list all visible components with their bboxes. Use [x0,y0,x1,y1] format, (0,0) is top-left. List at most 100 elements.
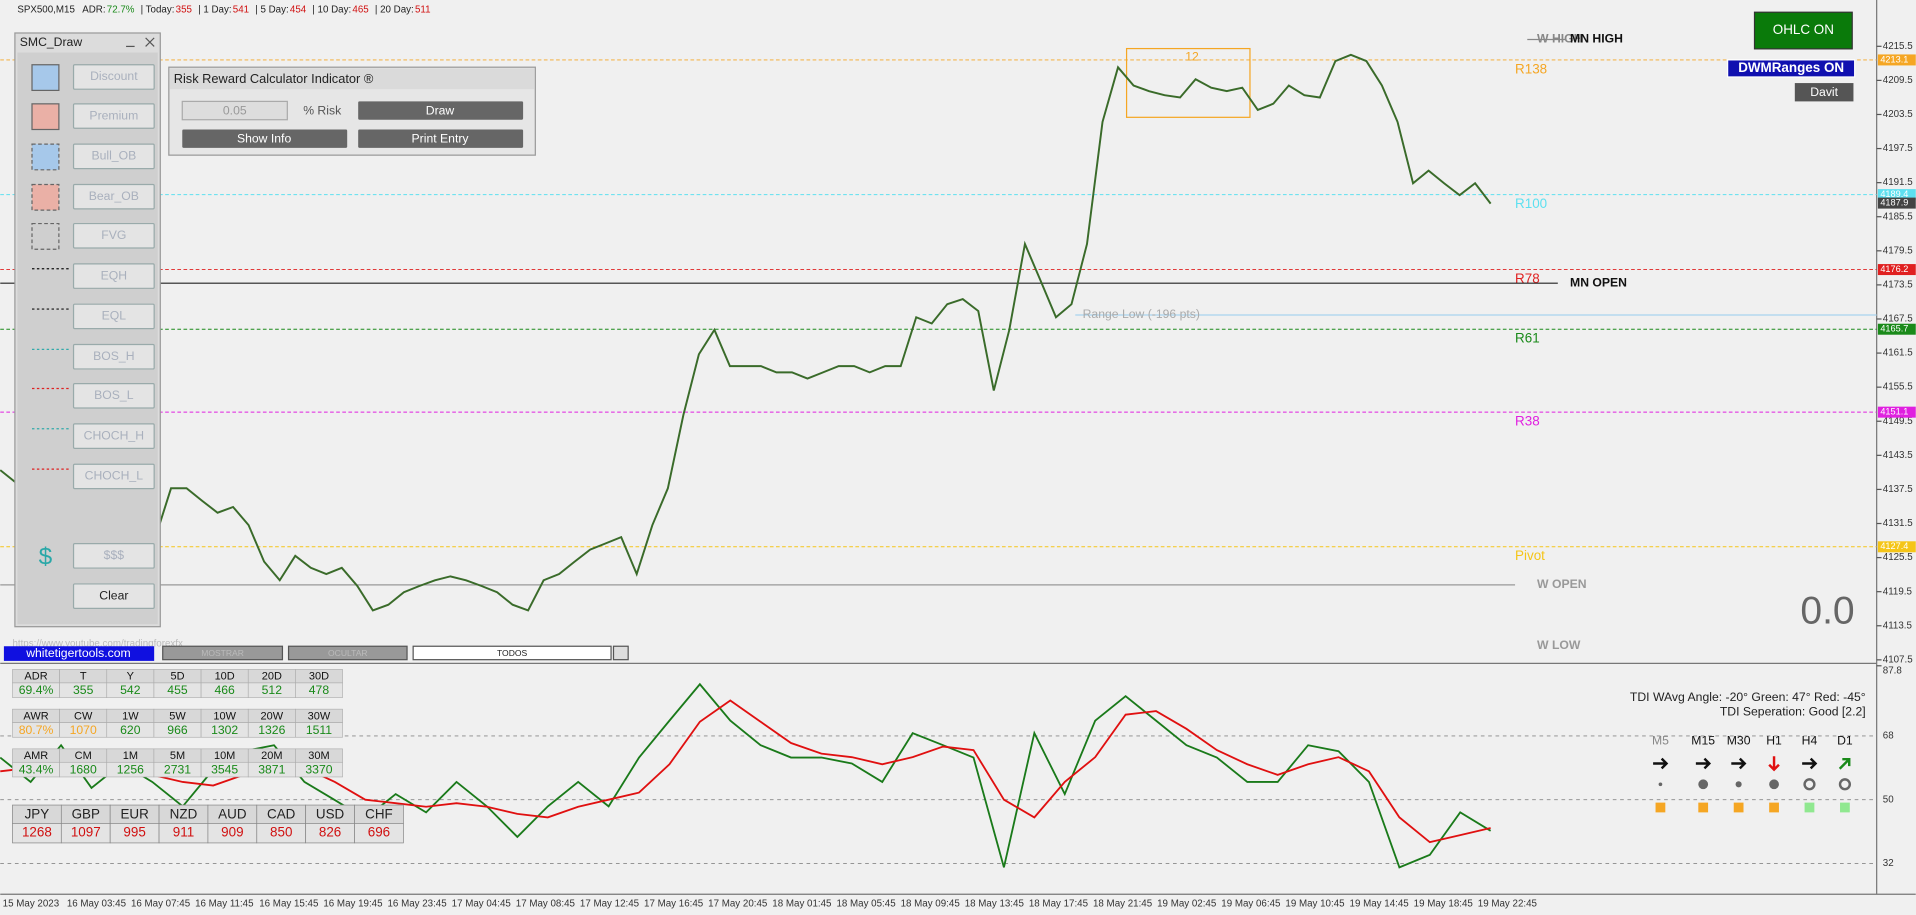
risk-input[interactable] [181,100,288,121]
stat-value: 2731 [164,762,191,776]
stat-value: 1680 [70,762,97,776]
price-tag-label: 4165.7 [1880,324,1908,334]
named-line-label: W OPEN [1537,577,1587,591]
smc-button-label: FVG [101,228,126,242]
risk-button[interactable] [358,101,524,120]
x-tick-label: 18 May 05:45 [836,899,896,910]
stat-header: 30D [309,671,329,683]
smc-button[interactable] [72,423,155,449]
stat-header: 5M [170,750,185,762]
smc-button[interactable] [72,263,155,289]
header-label: | 5 Day: [255,4,288,15]
range-box [1125,47,1251,118]
stat-header: Y [127,671,135,683]
trend-dot [1658,782,1663,787]
risk-button[interactable] [358,129,524,148]
smc-button-label: Clear [99,588,128,602]
currency-header: JPY [25,806,50,821]
header-value: 465 [352,4,369,15]
smc-icon [31,143,60,171]
x-tick-label: 17 May 08:45 [516,899,576,910]
price-tag [1877,54,1916,66]
risk-button[interactable] [182,129,348,148]
site-badge[interactable] [3,646,155,661]
trend-square [1840,802,1850,813]
y-tick-label: 4107.5 [1883,654,1913,665]
x-tick-label: 16 May 19:45 [323,899,383,910]
header-value: 355 [176,4,193,15]
trend-square [1698,802,1709,813]
y-tick-label: 4197.5 [1883,143,1913,154]
stat-header: 1M [123,750,138,762]
x-tick-label: 19 May 06:45 [1221,899,1281,910]
x-tick-label: 19 May 14:45 [1350,899,1410,910]
smc-button[interactable] [72,303,155,330]
level-label: R100 [1515,196,1547,211]
smc-button-label: Premium [89,108,138,122]
price-tag-label: 4213.1 [1880,54,1908,64]
level-label: R138 [1515,61,1547,76]
y-tick-label: 4167.5 [1883,314,1913,325]
smc-button[interactable] [72,343,155,370]
ranges-button[interactable] [1727,59,1856,78]
y-tick-label: 4173.5 [1883,279,1913,290]
currency-header: GBP [72,806,100,821]
y-tick-label: 32 [1883,858,1894,869]
smc-button[interactable] [72,463,155,490]
level-label: R78 [1515,271,1540,286]
last-price-tag [1877,197,1916,209]
x-tick-label: 19 May 10:45 [1285,899,1345,910]
smc-icon [31,64,60,92]
smc-button[interactable] [72,543,155,569]
smc-button[interactable] [72,103,155,129]
smc-button[interactable] [72,583,155,609]
x-tick-label: 18 May 09:45 [901,899,961,910]
x-tick-label: 15 May 2023 [3,899,59,910]
x-tick-label: 17 May 20:45 [708,899,768,910]
currency-value: 696 [368,825,390,840]
x-tick-label: 17 May 12:45 [580,899,640,910]
stat-value: 3871 [258,762,285,776]
y-tick-label: 4203.5 [1883,109,1913,120]
level-label: R38 [1515,413,1540,428]
footer-tab[interactable] [412,645,612,661]
ohlc-button[interactable] [1753,11,1853,50]
footer-tab-label: MOSTRAR [201,648,244,658]
timeframe-label: D1 [1837,734,1853,748]
y-tick-label: 87.8 [1883,665,1902,676]
smc-button[interactable] [72,64,155,90]
currency-header: CAD [267,806,296,821]
y-tick-label: 4137.5 [1883,484,1913,495]
price-tag-label: 4176.2 [1880,264,1908,274]
smc-panel-body [17,52,158,625]
currency-value: 1097 [71,825,101,840]
smc-button[interactable] [72,143,155,170]
x-tick-label: 16 May 11:45 [195,899,254,910]
x-tick-label: 17 May 16:45 [644,899,704,910]
currency-header: EUR [120,806,149,821]
smc-button[interactable] [72,382,155,409]
y-tick-label: 4179.5 [1883,245,1913,256]
stat-value-cell [295,761,343,778]
trend-square [1769,802,1779,813]
ui-layer: SPX500,M15 ADR: 72.7% | Today: 355 | 1 Day: 54… [3,4,1866,844]
y-tick-label: 4131.5 [1883,518,1913,529]
tdi-separation: TDI Seperation: Good [2.2] [1720,704,1866,718]
header-label: | 10 Day: [312,4,351,15]
stat-value: 1070 [70,723,97,737]
footer-tab[interactable] [287,645,408,661]
currency-header: CHF [365,806,393,821]
user-button[interactable] [1794,83,1854,102]
smc-button[interactable] [72,183,155,210]
trend-arrow [1838,757,1851,770]
header-value: 454 [290,4,307,15]
smc-button[interactable] [72,222,155,249]
footer-tab[interactable] [162,645,284,661]
stat-header: AMR [24,750,48,762]
footer-tab-label: TODOS [497,648,528,658]
named-line-label: Range Low (-196 pts) [1083,307,1200,321]
price-tag [1877,323,1916,335]
stat-value: 355 [73,683,94,697]
price-tag [1877,189,1916,201]
